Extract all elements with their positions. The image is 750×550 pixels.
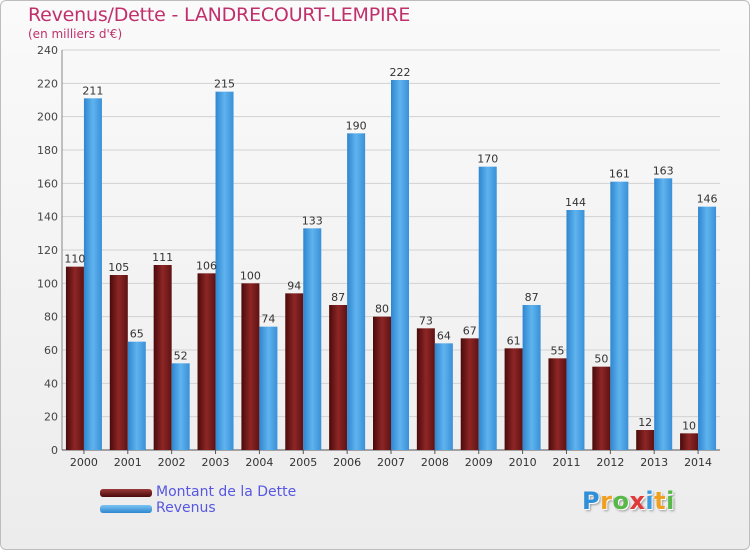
data-label-revenue: 52 [174,349,188,362]
data-label-debt: 105 [108,261,129,274]
y-tick-label: 120 [37,244,58,257]
bar-debt [680,433,699,450]
x-tick-label: 2006 [333,456,361,469]
data-label-revenue: 65 [130,328,144,341]
data-label-revenue: 64 [437,329,451,342]
x-tick-label: 2007 [377,456,405,469]
x-tick-label: 2008 [421,456,449,469]
legend-swatch-revenue [100,505,152,513]
y-tick-label: 100 [37,277,58,290]
bar-debt [373,316,391,450]
data-label-revenue: 222 [390,66,411,79]
bar-debt [548,358,567,450]
bar-revenue [215,91,234,451]
y-tick-label: 240 [37,44,58,57]
y-tick-label: 160 [37,177,58,190]
x-tick-label: 2014 [684,456,712,469]
x-tick-label: 2013 [640,456,668,469]
data-label-revenue: 211 [82,84,103,97]
chart-subtitle: (en milliers d'€) [28,27,123,41]
bar-debt [460,338,479,450]
legend-label-debt: Montant de la Dette [156,484,297,500]
data-label-debt: 61 [507,334,521,347]
bar-revenue [303,228,322,450]
chart-title: Revenus/Dette - LANDRECOURT-LEMPIRE [28,4,411,26]
data-label-revenue: 215 [214,78,235,91]
x-tick-label: 2005 [289,456,317,469]
bar-debt [153,265,172,450]
data-label-revenue: 146 [697,193,718,206]
bar-revenue [434,343,453,450]
bar-revenue [347,133,366,451]
bar-debt [636,430,655,450]
data-label-debt: 94 [287,279,301,292]
x-tick-label: 2012 [596,456,624,469]
data-label-debt: 12 [638,416,652,429]
bar-revenue [171,363,190,450]
bar-revenue [391,80,409,450]
bar-revenue [83,98,102,450]
legend-swatch-debt [100,489,152,497]
x-tick-label: 2010 [509,456,537,469]
y-tick-label: 140 [37,211,58,224]
x-tick-label: 2009 [465,456,493,469]
y-tick-label: 0 [51,444,58,457]
data-label-debt: 73 [419,314,433,327]
bar-debt [65,266,84,450]
bar-debt [504,348,523,450]
data-label-revenue: 163 [653,164,674,177]
bar-debt [285,293,304,450]
proxiti-logo: Proxiti [582,487,675,515]
data-label-revenue: 87 [525,291,539,304]
x-tick-label: 2003 [202,456,230,469]
data-label-revenue: 161 [609,168,630,181]
bar-revenue [566,210,585,450]
data-label-debt: 67 [463,324,477,337]
bar-revenue [698,206,717,450]
data-label-debt: 55 [550,344,564,357]
y-tick-label: 20 [44,411,58,424]
bar-debt [329,305,348,450]
bar-revenue [610,181,629,450]
y-tick-label: 220 [37,77,58,90]
bar-revenue [654,178,673,451]
y-tick-label: 60 [44,344,58,357]
data-label-revenue: 144 [565,196,586,209]
bar-revenue [478,166,497,450]
x-tick-label: 2000 [70,456,98,469]
bar-debt [592,366,611,450]
y-tick-label: 200 [37,111,58,124]
y-tick-label: 80 [44,311,58,324]
data-label-debt: 106 [196,259,217,272]
data-label-debt: 100 [240,269,261,282]
data-label-debt: 111 [152,251,173,264]
x-tick-label: 2001 [114,456,142,469]
legend-label-revenue: Revenus [156,500,216,516]
y-tick-label: 180 [37,144,58,157]
y-tick-label: 40 [44,377,58,390]
data-label-debt: 80 [375,303,389,316]
x-tick-label: 2002 [158,456,186,469]
bar-revenue [127,341,146,450]
data-label-revenue: 170 [477,153,498,166]
bar-debt [197,273,216,450]
data-label-debt: 50 [594,353,608,366]
data-label-debt: 87 [331,291,345,304]
data-label-revenue: 133 [302,214,323,227]
x-tick-label: 2011 [552,456,580,469]
x-tick-label: 2004 [245,456,273,469]
bar-debt [416,328,435,450]
bar-debt [241,283,260,450]
bar-revenue [259,326,278,450]
data-label-debt: 10 [682,419,696,432]
data-label-revenue: 190 [346,119,367,132]
bar-revenue [522,305,541,450]
bar-debt [109,275,128,450]
data-label-revenue: 74 [261,313,275,326]
data-label-debt: 110 [64,253,85,266]
